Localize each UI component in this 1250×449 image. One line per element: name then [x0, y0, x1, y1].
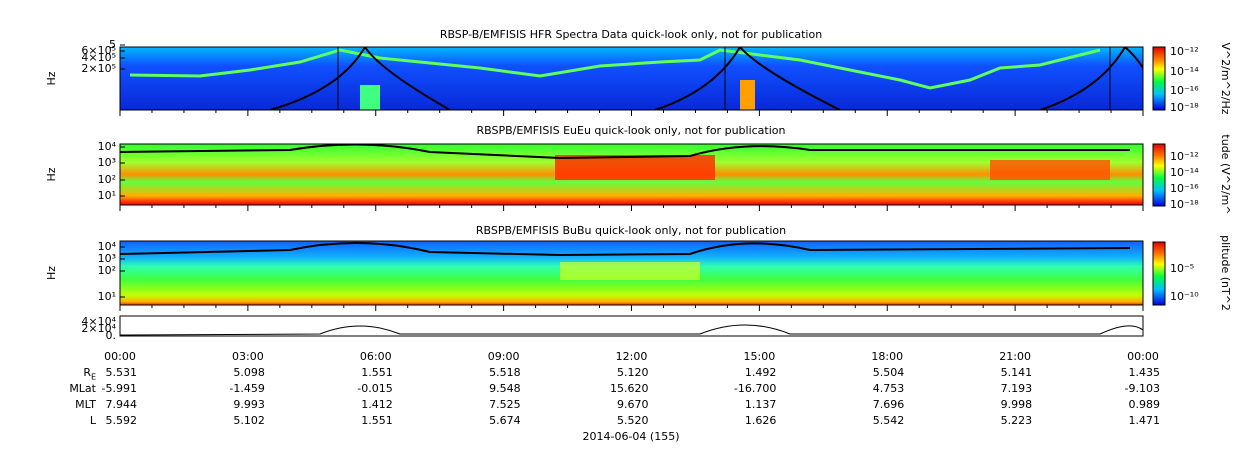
y-axis-label: Hz	[45, 266, 58, 280]
colorbar-tick-label: 10⁻¹⁸	[1170, 101, 1199, 114]
ephemeris-label: MLT	[75, 398, 96, 411]
ephemeris-label: MLat	[69, 382, 96, 395]
colorbar-tick-label: 10⁻¹⁰	[1170, 290, 1199, 303]
ephemeris-value: 5.542	[873, 414, 905, 427]
ephemeris-value: 9.548	[489, 382, 521, 395]
ephemeris-value: 1.412	[361, 398, 393, 411]
ephemeris-value: 1.471	[1129, 414, 1161, 427]
ephemeris-value: -0.015	[357, 382, 392, 395]
panel-title: RBSPB/EMFISIS BuBu quick-look only, not …	[476, 224, 786, 237]
trace	[119, 324, 1144, 336]
colorbar-tick-label: 10⁻¹⁴	[1170, 65, 1199, 78]
ephemeris-value: 15.620	[610, 382, 649, 395]
y-tick-label: 10⁴	[98, 140, 117, 153]
ephemeris-value: 5.102	[233, 414, 265, 427]
ephemeris-value: -9.103	[1125, 382, 1160, 395]
time-tick-label: 03:00	[232, 350, 264, 363]
ephemeris-value: 1.435	[1129, 366, 1161, 379]
time-tick-label: 06:00	[360, 350, 392, 363]
colorbar-label: V^2/m^2/Hz	[1219, 42, 1232, 114]
colorbar	[1152, 143, 1166, 207]
ephemeris-value: 1.492	[745, 366, 777, 379]
panel-title: RBSPB/EMFISIS EuEu quick-look only, not …	[476, 124, 785, 137]
ephemeris-value: 9.998	[1001, 398, 1033, 411]
y-tick-label: 10³	[98, 156, 116, 169]
time-tick-label: 15:00	[744, 350, 776, 363]
ephemeris-value: 7.696	[873, 398, 905, 411]
ephemeris-value: 5.674	[489, 414, 521, 427]
y-tick-label: 2×10⁴	[81, 322, 116, 335]
date-label: 2014-06-04 (155)	[582, 430, 679, 443]
colorbar-tick-label: 10⁻⁵	[1170, 262, 1194, 275]
spectrogram-bubu	[120, 241, 1143, 305]
y-tick-label: 10²	[98, 264, 116, 277]
y-axis-label: Hz	[45, 71, 58, 85]
y-tick-label: 10²	[98, 173, 116, 186]
ephemeris-value: 1.551	[361, 366, 393, 379]
colorbar-tick-label: 10⁻¹²	[1170, 45, 1199, 58]
y-tick-label: 10⁴	[98, 240, 117, 253]
ephemeris-value: 5.520	[617, 414, 649, 427]
ephemeris-value: 9.993	[233, 398, 265, 411]
ephemeris-label: R	[83, 366, 91, 379]
ephemeris-value: 7.525	[489, 398, 521, 411]
y-tick-label: 10¹	[98, 189, 116, 202]
time-tick-label: 00:00	[104, 350, 136, 363]
y-tick-label: 4×10⁵	[81, 51, 116, 64]
ephemeris-value: 5.518	[489, 366, 521, 379]
ephemeris-value: 1.137	[745, 398, 777, 411]
ephemeris-value: 1.551	[361, 414, 393, 427]
ephemeris-value: 7.944	[106, 398, 138, 411]
ephemeris-value: 5.098	[233, 366, 265, 379]
time-tick-label: 09:00	[488, 350, 520, 363]
y-axis-label: Hz	[45, 167, 58, 181]
ephemeris-value: 0.989	[1129, 398, 1161, 411]
colorbar-tick-label: 10⁻¹⁸	[1170, 198, 1199, 211]
line-panel	[119, 315, 1144, 337]
colorbar-tick-label: 10⁻¹⁶	[1170, 84, 1199, 97]
ephemeris-value: 7.193	[1001, 382, 1033, 395]
ephemeris-value: 5.120	[617, 366, 649, 379]
time-tick-label: 12:00	[616, 350, 648, 363]
ephemeris-value: 5.141	[1001, 366, 1033, 379]
panel-title: RBSP-B/EMFISIS HFR Spectra Data quick-lo…	[440, 28, 822, 41]
y-tick-label: 10¹	[98, 290, 116, 303]
ephemeris-value: -16.700	[734, 382, 776, 395]
ephemeris-value: -5.991	[102, 382, 137, 395]
ephemeris-value: -1.459	[229, 382, 264, 395]
spectrogram-hfr	[120, 47, 1143, 110]
y-tick-label: 5	[109, 38, 116, 51]
spectrogram-eueu	[120, 144, 1143, 205]
y-tick-label: 6×10⁵	[81, 44, 116, 57]
ephemeris-value: 5.592	[106, 414, 138, 427]
ephemeris-value: 5.504	[873, 366, 905, 379]
colorbar-tick-label: 10⁻¹²	[1170, 150, 1199, 163]
colorbar	[1152, 241, 1166, 306]
time-tick-label: 00:00	[1127, 350, 1159, 363]
y-tick-label: 2×10⁵	[81, 62, 116, 75]
ephemeris-value: 5.531	[106, 366, 138, 379]
y-tick-label: 0.	[106, 329, 117, 342]
colorbar-label: tude (V^2/m^	[1219, 134, 1232, 214]
time-tick-label: 21:00	[999, 350, 1031, 363]
y-tick-label: 10³	[98, 252, 116, 265]
ephemeris-value: 9.670	[617, 398, 649, 411]
y-tick-label: 4×10⁴	[81, 315, 116, 328]
ephemeris-value: 4.753	[873, 382, 905, 395]
ephemeris-label: L	[90, 414, 97, 427]
time-tick-label: 18:00	[871, 350, 903, 363]
colorbar-tick-label: 10⁻¹⁴	[1170, 166, 1199, 179]
colorbar-tick-label: 10⁻¹⁶	[1170, 182, 1199, 195]
ephemeris-subscript: E	[91, 373, 96, 382]
colorbar-label: plitude (nT^2	[1219, 235, 1232, 311]
colorbar	[1152, 46, 1166, 111]
ephemeris-value: 1.626	[745, 414, 777, 427]
labels: RBSP-B/EMFISIS HFR Spectra Data quick-lo…	[45, 28, 1232, 443]
ephemeris-value: 5.223	[1001, 414, 1033, 427]
